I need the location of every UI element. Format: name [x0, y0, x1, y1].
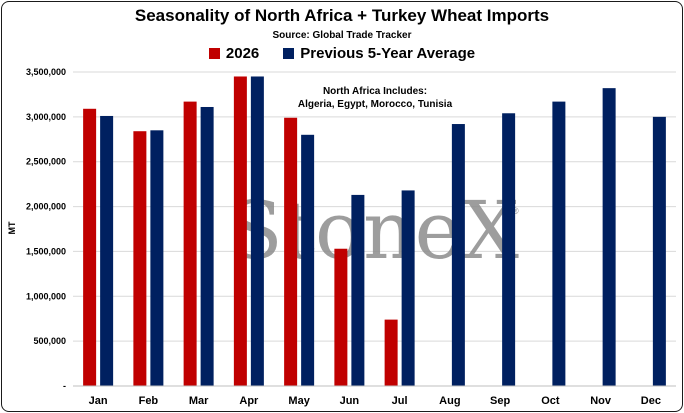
y-tick-label: 500,000: [33, 336, 66, 346]
bar-2026-jan: [83, 108, 97, 386]
bars: [83, 76, 666, 387]
annotation-line-1: North Africa Includes:: [322, 86, 428, 97]
y-tick-label: 1,000,000: [26, 291, 66, 301]
x-tick-label: Oct: [541, 395, 560, 407]
bar-2026-apr: [233, 76, 247, 386]
legend-swatch-average: [283, 48, 295, 59]
x-tick-label: Jan: [89, 395, 108, 407]
y-tick-label: 3,500,000: [26, 67, 66, 77]
bar-average-jan: [100, 115, 114, 387]
legend-item-average: Previous 5-Year Average: [283, 45, 475, 62]
x-tick-label: Apr: [239, 395, 259, 407]
gridlines: [73, 71, 676, 342]
bar-2026-may: [284, 117, 298, 387]
y-tick-label: 3,000,000: [26, 112, 66, 122]
bar-average-mar: [200, 106, 214, 386]
x-tick-label: Mar: [189, 395, 209, 407]
x-tick-label: Feb: [139, 395, 159, 407]
y-axis-label: MT: [7, 221, 17, 234]
bar-2026-feb: [133, 131, 147, 386]
bar-average-feb: [150, 130, 164, 386]
bar-average-jul: [401, 190, 415, 386]
bar-2026-jun: [334, 248, 348, 386]
y-tick-label: 2,000,000: [26, 202, 66, 212]
bar-average-dec: [652, 116, 666, 386]
y-tick-label: 2,500,000: [26, 157, 66, 167]
bar-average-aug: [451, 124, 465, 386]
watermark-registered-mark: ®: [512, 206, 519, 216]
bar-average-may: [301, 134, 315, 386]
x-tick-label: May: [288, 395, 310, 407]
x-tick-label: Aug: [439, 395, 460, 407]
y-tick-label: 1,500,000: [26, 246, 66, 256]
x-tick-label: Nov: [590, 395, 612, 407]
annotation-box: North Africa Includes: Algeria, Egypt, M…: [295, 85, 455, 111]
x-tick-label: Jun: [340, 395, 360, 407]
y-axis-ticks: - 500,000 1,000,000 1,500,000 2,000,000 2,500…: [26, 67, 66, 391]
bar-2026-mar: [183, 101, 197, 386]
x-tick-label: Dec: [641, 395, 661, 407]
stonex-watermark: StoneX: [228, 184, 519, 277]
legend: 2026 Previous 5-Year Average: [0, 45, 684, 62]
x-axis-labels: Jan Feb Mar Apr May Jun Jul Aug Sep Oct Nov Dec: [89, 395, 661, 407]
x-tick-label: Jul: [392, 395, 408, 407]
bar-average-sep: [502, 113, 516, 387]
bar-average-apr: [250, 76, 264, 386]
y-tick-label: -: [63, 381, 66, 391]
bar-average-oct: [552, 101, 566, 386]
bar-average-jun: [351, 194, 365, 386]
legend-item-2026: 2026: [208, 45, 260, 62]
bar-average-nov: [602, 88, 616, 387]
x-tick-label: Sep: [490, 395, 510, 407]
legend-label-average: Previous 5-Year Average: [300, 45, 476, 62]
chart-subtitle: Source: Global Trade Tracker: [272, 30, 412, 41]
chart-title: Seasonality of North Africa + Turkey Whe…: [134, 6, 550, 25]
bar-2026-jul: [384, 319, 398, 386]
annotation-line-2: Algeria, Egypt, Morocco, Tunisia: [297, 99, 453, 110]
legend-swatch-2026: [208, 48, 220, 59]
legend-label-2026: 2026: [225, 45, 260, 62]
